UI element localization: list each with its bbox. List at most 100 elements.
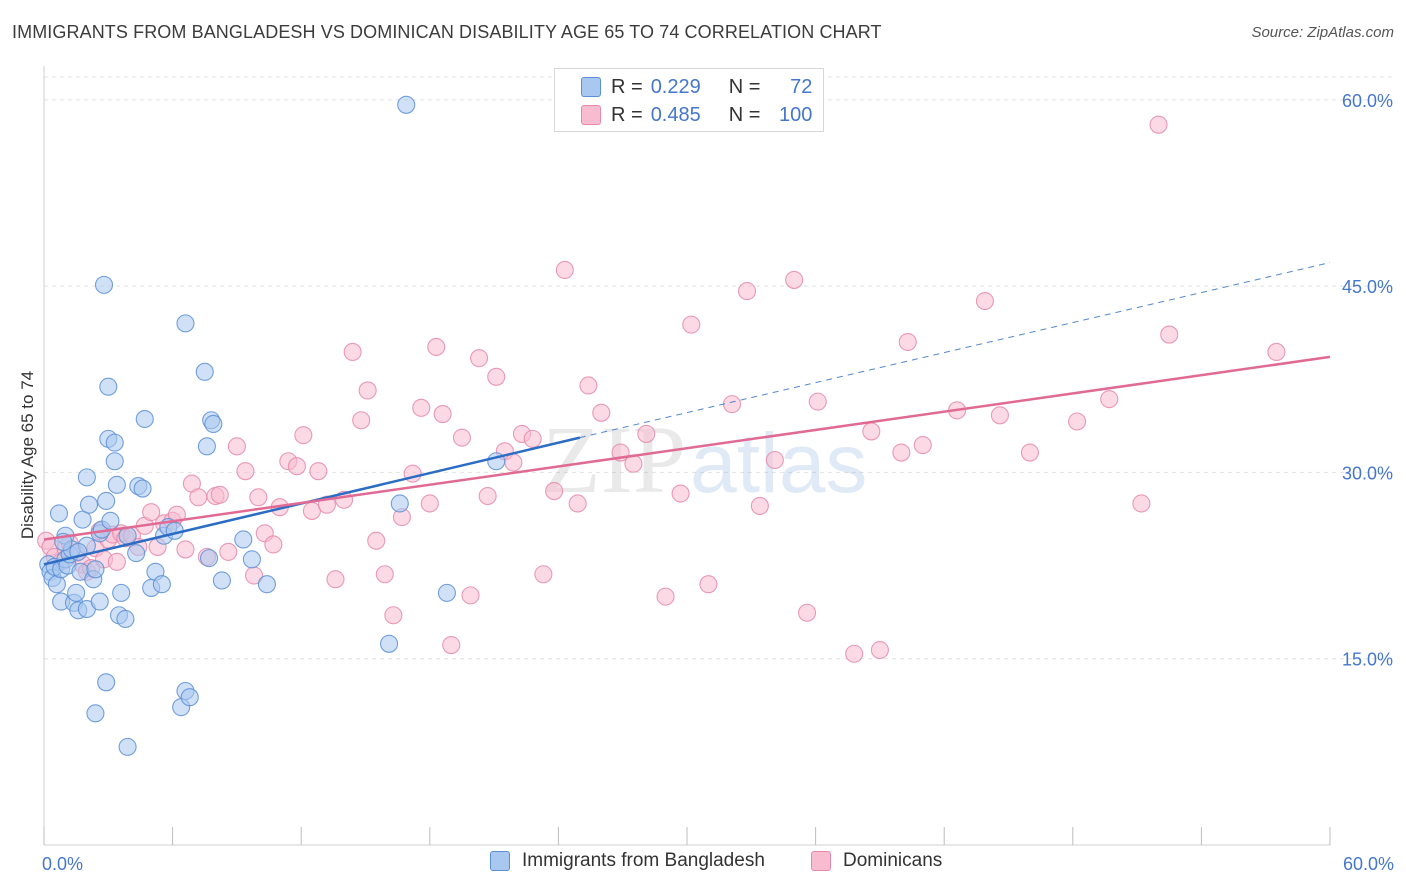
legend-blue-swatch xyxy=(490,851,510,871)
dominicans-point xyxy=(302,501,321,520)
trend-lines xyxy=(43,262,1331,566)
bangladesh-point xyxy=(390,494,409,513)
n-value: 100 xyxy=(779,103,813,126)
bangladesh-point xyxy=(257,575,276,594)
dominicans-point xyxy=(452,428,472,447)
n-value: 72 xyxy=(790,75,813,98)
dominicans-point xyxy=(1020,443,1039,462)
y-axis-label: Disability Age 65 to 74 xyxy=(18,371,37,539)
dominicans-point xyxy=(412,398,431,417)
dominicans-point xyxy=(913,436,932,455)
dominicans-point xyxy=(1160,325,1179,344)
dominicans-point xyxy=(478,486,497,506)
dominicans-point xyxy=(671,484,690,503)
bangladesh-point xyxy=(67,583,86,602)
bangladesh-point xyxy=(105,433,124,452)
n-label: N = xyxy=(728,103,761,126)
bangladesh-point xyxy=(135,409,154,429)
bangladesh-point xyxy=(380,634,399,653)
bangladesh-point xyxy=(127,544,146,563)
dominicans-point xyxy=(523,429,542,448)
dominicans-point xyxy=(487,367,506,386)
dominicans-point xyxy=(375,565,394,584)
dominicans-point xyxy=(326,570,345,589)
bangladesh-point xyxy=(94,275,114,294)
bangladesh-point xyxy=(86,704,105,723)
bangladesh-point xyxy=(437,583,456,602)
bangladesh-point xyxy=(99,377,118,396)
dominicans-point xyxy=(343,342,362,362)
dominicans-point xyxy=(219,542,238,561)
bangladesh-point xyxy=(176,314,195,333)
bangladesh-points xyxy=(39,95,506,756)
dominicans-point xyxy=(750,496,769,516)
bangladesh-point xyxy=(112,583,131,602)
bangladesh-point xyxy=(118,526,137,545)
dominicans-point xyxy=(737,282,757,301)
y-tick-label: 60.0% xyxy=(1342,91,1393,111)
dominicans-point xyxy=(656,587,675,606)
bangladesh-point xyxy=(47,575,66,594)
dominicans-point xyxy=(534,565,553,584)
source-label: Source: ZipAtlas.com xyxy=(1251,24,1394,41)
dominicans-point xyxy=(990,406,1009,425)
dominicans-point xyxy=(1149,115,1168,134)
dominicans-point xyxy=(504,453,523,472)
dominicans-point xyxy=(870,640,889,660)
dominicans-point xyxy=(442,635,461,655)
dominicans-point xyxy=(227,437,246,456)
dominicans-point xyxy=(427,337,446,357)
bangladesh-point xyxy=(234,530,253,549)
dominicans-point xyxy=(699,575,718,594)
bangladesh-point xyxy=(73,510,92,529)
dominicans-point xyxy=(142,503,161,522)
x-tick-label-min: 0.0% xyxy=(42,854,83,874)
dominicans-point xyxy=(785,270,804,289)
legend-label: Dominicans xyxy=(843,850,943,871)
bangladesh-point xyxy=(105,452,124,471)
dominicans-point xyxy=(722,395,742,414)
y-tick-label: 30.0% xyxy=(1342,463,1393,483)
dominicans-point xyxy=(264,535,283,554)
dominicans-point xyxy=(470,349,489,368)
bangladesh-point xyxy=(197,437,216,456)
dominicans-point xyxy=(1100,390,1119,409)
r-label: R = xyxy=(611,75,643,98)
dominicans-point xyxy=(352,411,371,430)
y-tick-label: 45.0% xyxy=(1342,277,1393,297)
bangladesh-point xyxy=(116,609,135,629)
bangladesh-point xyxy=(204,414,223,434)
bangladesh-point xyxy=(97,673,116,692)
dominicans-point xyxy=(1267,342,1286,362)
dominicans-point xyxy=(309,462,328,481)
dominicans-point xyxy=(367,531,386,550)
blue-swatch xyxy=(581,77,601,97)
bangladesh-point xyxy=(118,737,137,756)
bangladesh-point xyxy=(49,504,69,523)
bangladesh-point xyxy=(86,560,105,579)
dominicans-trend-line xyxy=(43,355,1331,541)
dominicans-point xyxy=(433,404,452,424)
dominicans-point xyxy=(461,586,480,605)
legend-label: Immigrants from Bangladesh xyxy=(522,850,765,871)
x-tick-label-max: 60.0% xyxy=(1343,854,1394,874)
dominicans-point xyxy=(249,488,268,507)
stats-legend: R = 0.229 N = 72 R = 0.485 N = 100 xyxy=(554,68,824,132)
dominicans-point xyxy=(107,552,126,571)
dominicans-point xyxy=(592,403,611,422)
dominicans-point xyxy=(808,392,827,411)
dominicans-point xyxy=(545,481,564,501)
chart-title: IMMIGRANTS FROM BANGLADESH VS DOMINICAN … xyxy=(12,22,882,42)
bangladesh-point xyxy=(152,575,171,594)
legend-item-dominicans[interactable]: Dominicans xyxy=(811,850,942,872)
stats-row-bangladesh: R = 0.229 N = 72 xyxy=(555,73,812,101)
dominicans-point xyxy=(384,606,403,625)
bangladesh-point xyxy=(242,550,261,569)
legend-item-bangladesh[interactable]: Immigrants from Bangladesh xyxy=(490,850,765,872)
dominicans-point xyxy=(637,424,656,443)
legend-pink-swatch xyxy=(811,851,831,871)
bangladesh-trend-extension xyxy=(579,262,1331,439)
dominicans-point xyxy=(189,488,208,507)
n-label: N = xyxy=(728,75,761,98)
